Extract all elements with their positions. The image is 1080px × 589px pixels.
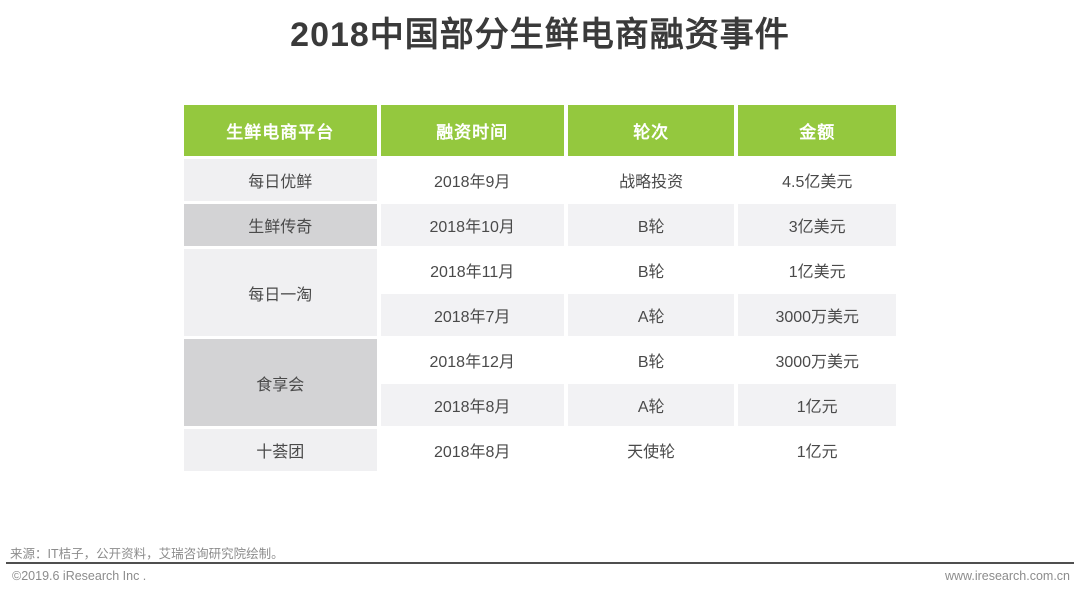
time-cell: 2018年7月: [380, 294, 564, 336]
table-row: 每日优鲜 2018年9月 战略投资 4.5亿美元: [184, 159, 896, 201]
round-cell: B轮: [567, 204, 735, 246]
column-header-amount: 金额: [738, 105, 896, 156]
platform-cell: 每日一淘: [184, 249, 377, 336]
page-title: 2018中国部分生鲜电商融资事件: [290, 16, 790, 54]
column-header-round: 轮次: [567, 105, 735, 156]
table-row: 生鲜传奇 2018年10月 B轮 3亿美元: [184, 204, 896, 246]
amount-cell: 4.5亿美元: [738, 159, 896, 201]
table-row: 2018年8月 A轮 1亿元: [184, 384, 896, 426]
round-cell: B轮: [567, 249, 735, 291]
time-cell: 2018年11月: [380, 249, 564, 291]
financing-table: 生鲜电商平台 融资时间 轮次 金额 每日优鲜 2018年9月 战略投资 4.5亿…: [180, 102, 900, 474]
time-cell: 2018年10月: [380, 204, 564, 246]
website-url: www.iresearch.com.cn: [944, 569, 1070, 583]
amount-cell: 1亿美元: [738, 249, 896, 291]
amount-cell: 3亿美元: [738, 204, 896, 246]
platform-cell: 食享会: [184, 339, 377, 426]
table-row: 十荟团 2018年8月 天使轮 1亿元: [184, 429, 896, 471]
amount-cell: 1亿元: [738, 384, 896, 426]
footer-divider: [6, 562, 1074, 564]
time-cell: 2018年9月: [380, 159, 564, 201]
time-cell: 2018年12月: [380, 339, 564, 381]
amount-cell: 1亿元: [738, 429, 896, 471]
round-cell: B轮: [567, 339, 735, 381]
round-cell: A轮: [567, 294, 735, 336]
round-cell: A轮: [567, 384, 735, 426]
platform-cell: 生鲜传奇: [184, 204, 377, 246]
amount-cell: 3000万美元: [738, 339, 896, 381]
column-header-platform: 生鲜电商平台: [184, 105, 377, 156]
table-row: 2018年7月 A轮 3000万美元: [184, 294, 896, 336]
copyright-text: ©2019.6 iResearch Inc .: [12, 569, 147, 583]
time-cell: 2018年8月: [380, 384, 564, 426]
table-header-row: 生鲜电商平台 融资时间 轮次 金额: [184, 105, 896, 156]
time-cell: 2018年8月: [380, 429, 564, 471]
round-cell: 战略投资: [567, 159, 735, 201]
column-header-time: 融资时间: [380, 105, 564, 156]
table-row: 食享会 2018年12月 B轮 3000万美元: [184, 339, 896, 426]
platform-cell: 每日优鲜: [184, 159, 377, 201]
table-row: 每日一淘 2018年11月 B轮 1亿美元: [184, 249, 896, 336]
source-note: 来源：IT桔子，公开资料，艾瑞咨询研究院绘制。: [10, 547, 284, 561]
amount-cell: 3000万美元: [738, 294, 896, 336]
round-cell: 天使轮: [567, 429, 735, 471]
platform-cell: 十荟团: [184, 429, 377, 471]
